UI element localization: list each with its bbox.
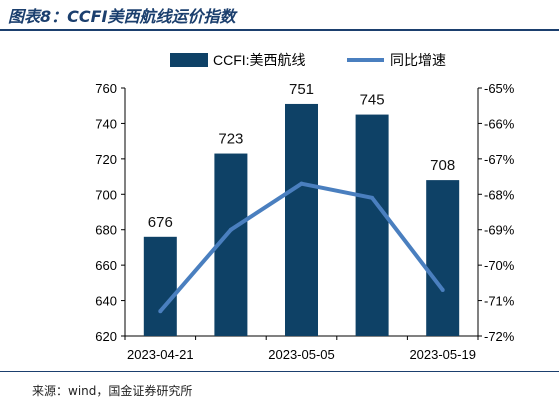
right-tick-label: -65% bbox=[484, 81, 515, 96]
x-tick-label: 2023-05-19 bbox=[409, 347, 476, 362]
right-tick-label: -72% bbox=[484, 329, 515, 344]
left-tick-label: 740 bbox=[95, 116, 117, 131]
left-tick-label: 700 bbox=[95, 187, 117, 202]
left-tick-label: 640 bbox=[95, 294, 117, 309]
right-tick-label: -66% bbox=[484, 116, 515, 131]
line-point bbox=[158, 309, 163, 314]
right-tick-label: -71% bbox=[484, 294, 515, 309]
bar-data-label: 708 bbox=[430, 157, 455, 174]
right-tick-label: -68% bbox=[484, 187, 515, 202]
source-note: 来源：wind，国金证券研究所 bbox=[32, 384, 193, 398]
bar bbox=[426, 180, 460, 336]
bar bbox=[143, 236, 177, 336]
bar bbox=[285, 103, 318, 336]
legend-bar-label: CCFI:美西航线 bbox=[213, 52, 306, 68]
x-tick-label: 2023-05-05 bbox=[268, 347, 335, 362]
legend-bar-swatch bbox=[170, 53, 208, 67]
x-tick-label: 2023-04-21 bbox=[127, 347, 194, 362]
footer-rule bbox=[0, 371, 559, 372]
left-tick-label: 620 bbox=[95, 329, 117, 344]
right-tick-label: -70% bbox=[484, 258, 515, 273]
title-rule bbox=[0, 29, 559, 31]
bar bbox=[355, 114, 389, 336]
legend-line-label: 同比增速 bbox=[390, 52, 446, 68]
bar-data-label: 676 bbox=[148, 214, 173, 231]
left-tick-label: 720 bbox=[95, 152, 117, 167]
chart-title: 图表8：CCFI美西航线运价指数 bbox=[8, 7, 236, 26]
line-point bbox=[370, 195, 375, 200]
bar-data-label: 745 bbox=[360, 92, 385, 109]
bar-data-label: 723 bbox=[218, 131, 243, 148]
left-tick-label: 660 bbox=[95, 258, 117, 273]
line-point bbox=[299, 181, 304, 186]
right-tick-label: -67% bbox=[484, 152, 515, 167]
bar-data-label: 751 bbox=[289, 81, 314, 98]
line-point bbox=[440, 287, 445, 292]
right-tick-label: -69% bbox=[484, 223, 515, 238]
left-tick-label: 760 bbox=[95, 81, 117, 96]
chart: 620 640 660 680 700 720 740 760 -65% -66% -67% -68%… bbox=[95, 52, 515, 362]
line-point bbox=[228, 227, 233, 232]
left-tick-label: 680 bbox=[95, 223, 117, 238]
